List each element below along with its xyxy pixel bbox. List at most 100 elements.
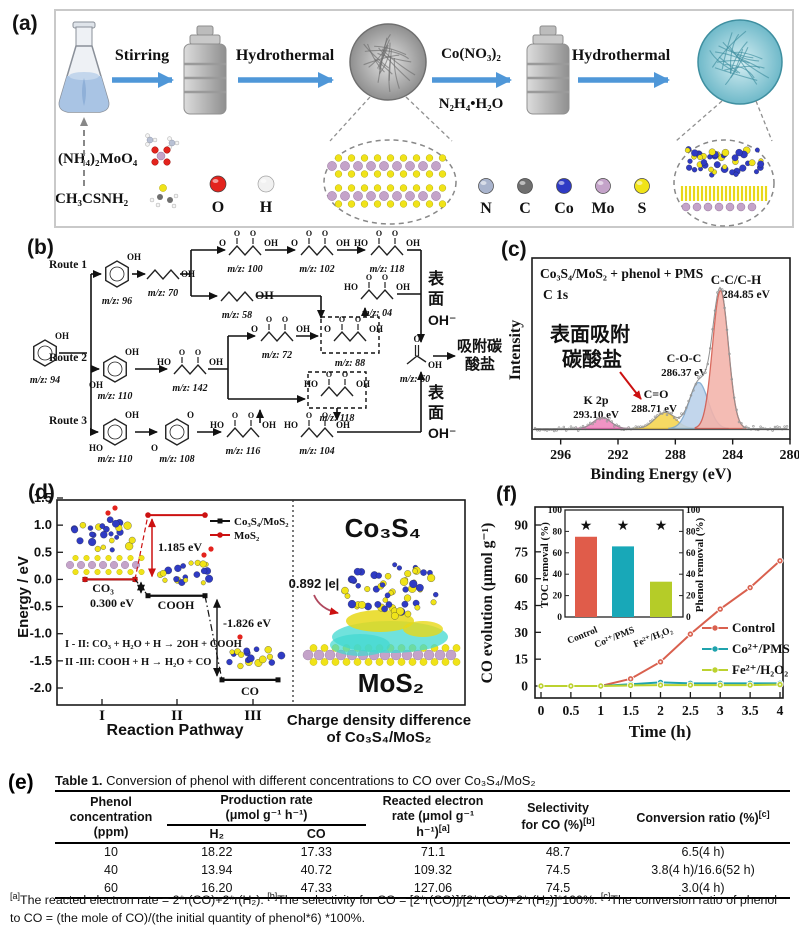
kinetics-yaxis-label: CO evolution (μmol g⁻¹) — [479, 523, 496, 684]
panel-e-table: (e) Table 1. Conversion of phenol with d… — [0, 768, 799, 925]
mz-label: m/z: 94 — [30, 375, 60, 386]
xps-peak-label-k2p: K 2p — [583, 393, 608, 407]
step-label-1185: 1.185 eV — [158, 540, 202, 554]
kinetics-x-tick: 2 — [657, 703, 664, 718]
atom-dot — [379, 582, 386, 588]
legend-mos2: MoS₂ — [234, 530, 260, 542]
reagent-cobalt-nitrate-label: Co(NO₃)₂ — [441, 46, 501, 62]
panel-a-label: (a) — [12, 12, 38, 35]
kinetics-y-tick: 45 — [515, 598, 529, 613]
table-cell: 60 — [104, 880, 118, 895]
svg-text:OH: OH — [55, 331, 69, 341]
atom-dot — [99, 523, 106, 529]
mz-label: m/z: 100 — [227, 264, 262, 275]
inset-category-label: Fe²⁺/H₂O₂ — [632, 625, 674, 650]
atom-legend-h: H — [257, 175, 275, 216]
atom-dot — [200, 567, 208, 575]
atom-dot — [358, 601, 366, 609]
atom-dot — [205, 574, 213, 583]
atom-dot — [253, 646, 260, 653]
panel-d-dft-energy-diagram: (d) Energy / eV Reaction Pathway CO₃ COO… — [15, 481, 471, 746]
molecule-118: HO OH O Om/z: 118 — [304, 370, 370, 424]
svg-text:O: O — [250, 229, 256, 238]
panel-f-co-evolution-chart: (f) Time (h) CO evolution (μmol g⁻¹) TOC… — [479, 483, 790, 741]
panel-d-label: (d) — [28, 481, 55, 504]
col-sub-H₂: H₂ — [167, 824, 267, 845]
mz-label: m/z: 58 — [222, 310, 252, 321]
atom-dot — [71, 526, 79, 534]
inset-left-tick: 20 — [553, 592, 563, 602]
xps-title: Co₃S₄/MoS₂ + phenol + PMS — [540, 266, 703, 281]
atom-dot — [183, 577, 189, 583]
svg-text:O: O — [232, 411, 238, 420]
col-phenol-concentration: Phenol concentration (ppm) — [55, 791, 167, 845]
charge-caption-line2: of Co₃S₄/MoS₂ — [327, 729, 432, 746]
atom-dot — [364, 586, 371, 593]
atom-dot — [396, 565, 402, 571]
svg-text:O: O — [342, 370, 348, 379]
panel-c-label: (c) — [501, 238, 527, 261]
svg-text:O: O — [151, 443, 158, 453]
kinetics-y-tick: 60 — [515, 571, 529, 586]
svg-text:OH: OH — [127, 252, 141, 262]
xps-yaxis-label: Intensity — [507, 320, 524, 380]
svg-text:O: O — [306, 411, 312, 420]
atom-dot — [162, 577, 168, 583]
panel-b-label: (b) — [27, 236, 54, 259]
table-cell: 40 — [104, 862, 118, 877]
surface-oh-text: OH⁻ — [428, 312, 456, 328]
energy-y-tick: -2.0 — [30, 680, 52, 695]
svg-text:OH: OH — [369, 324, 383, 334]
mz-label: m/z: 110 — [98, 391, 133, 402]
atom-dot — [266, 653, 273, 660]
table-cell: 74.5 — [545, 862, 571, 877]
col-reacted-electron-rate: Reacted electron rate (μmol g⁻¹ h⁻¹)[a] — [366, 791, 500, 845]
table-cell: 127.06 — [413, 880, 453, 895]
atom-dot — [344, 593, 351, 599]
atom-dot — [355, 583, 361, 589]
molecule-104: HO OH O Om/z: 104 — [284, 411, 350, 457]
svg-text:O: O — [248, 411, 254, 420]
svg-text:OH: OH — [428, 360, 442, 370]
svg-text:O: O — [392, 229, 398, 238]
svg-text:HO: HO — [354, 238, 368, 248]
panel-a-box — [54, 9, 794, 228]
svg-text:O: O — [195, 348, 201, 357]
thioacetamide-molecule-icon — [149, 184, 179, 209]
atom-dot — [349, 576, 357, 584]
atom-dot — [100, 544, 106, 550]
svg-text:HO: HO — [157, 357, 171, 367]
mz-label: m/z: 88 — [335, 358, 365, 369]
atom-dot — [416, 583, 424, 592]
annotation-arrow — [619, 371, 642, 400]
mz-label: m/z: 04 — [362, 308, 392, 319]
svg-text:O: O — [326, 370, 332, 379]
atom-dot — [392, 562, 398, 568]
svg-text:HO: HO — [89, 443, 103, 453]
svg-text:O: O — [282, 315, 288, 324]
energy-y-tick: -0.5 — [30, 599, 52, 614]
table-cell: 13.94 — [201, 862, 233, 877]
inset-bar-1 — [612, 546, 634, 617]
mz-label: m/z: 60 — [400, 374, 430, 385]
mz-label: m/z: 108 — [159, 454, 194, 465]
molecule-142: HO OH O Om/z: 142 — [157, 348, 223, 394]
kinetics-y-tick: 0 — [521, 679, 528, 694]
svg-text:O: O — [322, 411, 328, 420]
panel-d-frame — [56, 499, 466, 706]
kinetics-x-tick: 3.5 — [742, 703, 759, 718]
table-cell: 16.20 — [201, 880, 233, 895]
level-label-cooh: COOH — [158, 598, 195, 612]
energy-x-tick: III — [244, 708, 262, 724]
xps-plot-frame — [531, 257, 791, 440]
energy-x-tick: I — [99, 708, 105, 724]
svg-text:O: O — [376, 229, 382, 238]
svg-text:O: O — [413, 334, 420, 344]
molecule-88: O OHO Om/z: 88 — [320, 315, 383, 369]
xps-x-tick: 296 — [550, 448, 571, 463]
phenol-removal-star: ★ — [617, 519, 630, 534]
charge-transfer-value: 0.892 |e| — [289, 576, 340, 591]
